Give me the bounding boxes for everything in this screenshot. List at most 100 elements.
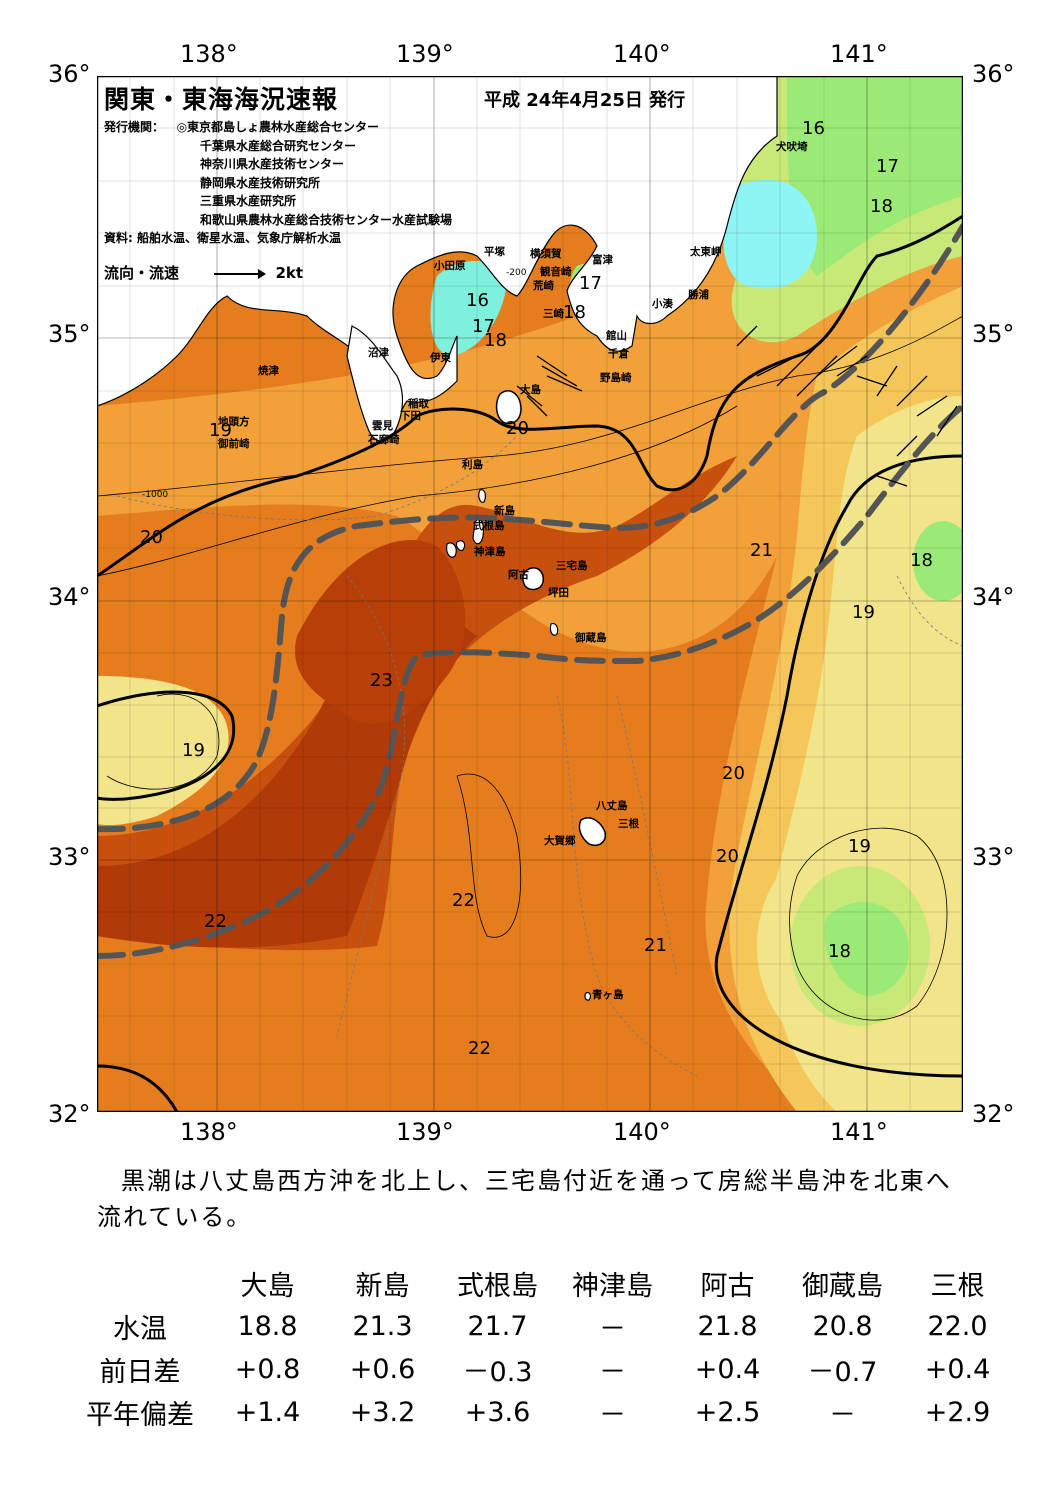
- place-label: 小田原: [434, 260, 466, 272]
- place-label: 雲見: [372, 420, 393, 432]
- kuroshio-axis: [97, 223, 963, 959]
- sst-18-east: [913, 521, 963, 601]
- island-hachijojima: [578, 817, 607, 846]
- island-shikinejima: [455, 540, 466, 551]
- station-name: 神津島: [572, 1271, 653, 1302]
- place-label: 神津島: [474, 546, 506, 558]
- lat-label-right-33: 33°: [972, 843, 1015, 871]
- island-kozushima: [446, 542, 457, 558]
- isotherm-label: 19: [852, 602, 875, 623]
- station-name: 新島: [355, 1271, 410, 1302]
- place-label: 勝浦: [688, 289, 709, 301]
- station-name: 御蔵島: [802, 1271, 883, 1302]
- lat-label-left-32: 32°: [48, 1100, 91, 1128]
- table-cell: +0.8: [234, 1354, 301, 1385]
- table-cell: +2.5: [694, 1397, 761, 1428]
- place-label: 太東岬: [690, 246, 722, 258]
- isotherm-label: 18: [563, 302, 586, 323]
- place-label: 地頭方: [218, 416, 250, 428]
- data-source: 資料: 船舶水温、衛星水温、気象庁解析水温: [104, 231, 341, 245]
- place-label: 八丈島: [596, 800, 628, 812]
- place-label: 横須賀: [530, 248, 562, 260]
- lat-label-left-34: 34°: [48, 583, 91, 611]
- table-cell: 21.7: [467, 1311, 528, 1342]
- isotherm-label: 20: [716, 846, 739, 867]
- table-cell: +3.6: [464, 1397, 531, 1428]
- place-label: 新島: [494, 505, 515, 517]
- lat-label-left-33: 33°: [48, 843, 91, 871]
- place-label: 式根島: [473, 520, 505, 532]
- table-cell: +1.4: [234, 1397, 301, 1428]
- sst-19-west: [97, 676, 229, 826]
- isotherm-label: 18: [828, 941, 851, 962]
- isotherm-label: 18: [484, 330, 507, 351]
- lon-label-bottom-140: 140°: [613, 1118, 671, 1146]
- issuer-item: 神奈川県水産技術センター: [200, 157, 345, 171]
- isotherm-label: 21: [644, 935, 667, 956]
- table-header-row: 大島 新島 式根島 神津島 阿古 御蔵島 三根: [70, 1262, 1015, 1305]
- lon-label-top-139: 139°: [396, 40, 454, 68]
- isotherm-label: 20: [506, 418, 529, 439]
- depth-contours: [116, 435, 963, 1077]
- place-label: 三崎: [543, 308, 564, 320]
- table-cell: 18.8: [237, 1311, 298, 1342]
- place-label: 利島: [462, 459, 483, 471]
- place-label: 犬吠埼: [776, 141, 808, 153]
- row-label: 前日差: [99, 1357, 181, 1388]
- depth-label: -200: [506, 268, 527, 278]
- issuer-item: 三重県水産研究所: [200, 194, 297, 208]
- table-cell: －: [599, 1314, 626, 1345]
- place-label: 焼津: [258, 365, 279, 377]
- sst-map: [97, 76, 963, 1112]
- table-row: 前日差 +0.8 +0.6 －0.3 － +0.4 －0.7 +0.4: [70, 1348, 1015, 1391]
- sst-16-northeast: [723, 179, 817, 289]
- place-label: 三宅島: [556, 560, 588, 572]
- island-miyakejima: [522, 567, 545, 591]
- station-table: 大島 新島 式根島 神津島 阿古 御蔵島 三根 水温 18.8 21.3 21.…: [70, 1262, 1015, 1434]
- legend-label: 流向・流速: [104, 264, 180, 282]
- isotherm-label: 19: [848, 836, 871, 857]
- place-label: 平塚: [484, 246, 505, 258]
- sst-16-sagami: [430, 261, 507, 356]
- station-name: 阿古: [700, 1271, 755, 1302]
- table-cell: +0.4: [924, 1354, 991, 1385]
- lon-label-top-141: 141°: [830, 40, 888, 68]
- place-label: 観音崎: [540, 266, 572, 278]
- lat-label-left-36: 36°: [48, 60, 91, 88]
- lon-label-bottom-138: 138°: [180, 1118, 238, 1146]
- place-label: 大賀郷: [544, 835, 576, 847]
- lon-label-top-138: 138°: [180, 40, 238, 68]
- table-cell: －0.3: [462, 1357, 533, 1388]
- lat-label-right-36: 36°: [972, 60, 1015, 88]
- table-cell: 20.8: [812, 1311, 873, 1342]
- lat-label-left-35: 35°: [48, 320, 91, 348]
- depth-label: -1000: [142, 490, 169, 500]
- sst-23-core: [295, 540, 466, 724]
- place-label: 小湊: [652, 298, 673, 310]
- row-label: 平年偏差: [86, 1400, 194, 1431]
- table-cell: 21.8: [697, 1311, 758, 1342]
- sst-17-northeast: [787, 76, 963, 276]
- island-mikurajima: [549, 623, 559, 636]
- issuer-label: 発行機関：: [104, 120, 165, 134]
- isotherm-label: 16: [466, 290, 489, 311]
- place-label: 石廊崎: [368, 434, 400, 446]
- isotherm-label: 21: [750, 540, 773, 561]
- place-label: 野島崎: [600, 372, 632, 384]
- table-cell: +3.2: [349, 1397, 416, 1428]
- isotherm-label: 17: [876, 156, 899, 177]
- sst-18-south-east-core: [824, 902, 909, 996]
- place-label: 青ヶ島: [592, 989, 624, 1001]
- issuer-item: ◎東京都島しょ農林水産総合センター: [176, 120, 380, 134]
- grid-lines: [97, 76, 963, 1112]
- table-cell: －: [829, 1400, 856, 1431]
- isotherm-label: 22: [468, 1038, 491, 1059]
- table-cell: 22.0: [927, 1311, 988, 1342]
- station-name: 式根島: [457, 1271, 538, 1302]
- report-date: 平成 24年4月25日 発行: [484, 90, 686, 111]
- place-label: 伊東: [430, 352, 451, 364]
- issuer-item: 静岡県水産技術研究所: [200, 175, 321, 190]
- island-toshima: [478, 489, 486, 503]
- issuer-item: 和歌山県農林水産総合技術センター水産試験場: [200, 212, 453, 227]
- report-title: 関東・東海海況速報: [104, 85, 339, 114]
